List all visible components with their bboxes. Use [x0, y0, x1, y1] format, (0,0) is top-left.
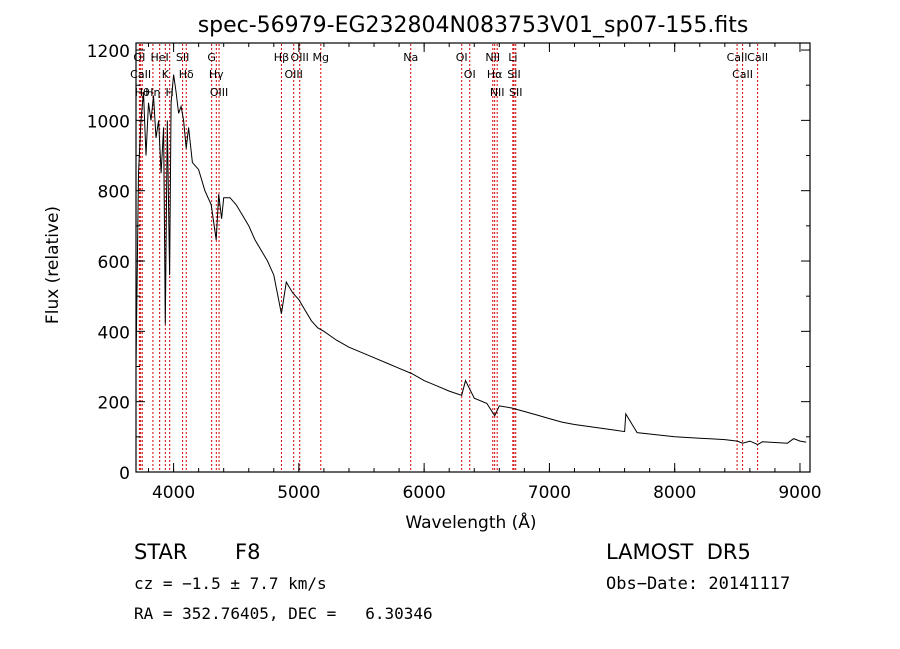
x-tick-label: 6000	[403, 483, 446, 503]
y-tick-label: 0	[119, 464, 130, 484]
line-marker-label: CaII	[130, 68, 151, 81]
line-marker-label: Na	[403, 51, 418, 64]
redshift-cz: cz = −1.5 ± 7.7 km/s	[134, 574, 327, 593]
chart-title: spec-56979-EG232804N083753V01_sp07-155.f…	[198, 13, 749, 38]
y-tick-label: 400	[98, 323, 130, 343]
line-marker-label: CaII	[747, 51, 768, 64]
x-tick-label: 9000	[778, 483, 821, 503]
y-axis-label: Flux (relative)	[43, 206, 63, 324]
line-marker-label: Hη	[145, 86, 160, 99]
object-class: STAR	[134, 540, 188, 564]
y-tick-label: 800	[98, 183, 130, 203]
line-marker-label: SII	[507, 68, 520, 81]
line-marker-label: SII	[509, 86, 522, 99]
line-marker-label: Hα	[487, 68, 503, 81]
y-axis-ticks: 0 200 400 600 800 1000 1200	[87, 42, 810, 484]
y-tick-label: 1200	[87, 42, 130, 62]
x-tick-label: 8000	[653, 483, 696, 503]
line-marker-label: G	[207, 51, 216, 64]
line-marker-label: OI	[133, 51, 145, 64]
line-marker-label: CaII	[727, 51, 748, 64]
line-marker-label: Hθ	[135, 86, 150, 99]
x-axis-ticks: 4000 5000 6000 7000 8000 9000	[148, 43, 822, 503]
x-tick-label: 7000	[528, 483, 571, 503]
line-marker-label: Hγ	[209, 68, 224, 81]
line-marker-label: H	[166, 86, 174, 99]
line-marker-label: Li	[508, 51, 517, 64]
line-marker-label: Hβ	[274, 51, 289, 64]
line-marker-label: HeI	[151, 51, 169, 64]
object-subclass: F8	[235, 540, 261, 564]
line-marker-label: OIII	[210, 86, 228, 99]
y-tick-label: 600	[98, 253, 130, 273]
spectrum-line	[135, 74, 807, 446]
x-tick-label: 5000	[277, 483, 320, 503]
coordinates: RA = 352.76405, DEC = 6.30346	[134, 604, 433, 623]
plot-frame	[135, 42, 811, 473]
line-marker-label: SII	[176, 51, 189, 64]
survey-name: LAMOST DR5	[606, 540, 751, 564]
x-axis-label: Wavelength (Å)	[405, 511, 536, 533]
y-tick-label: 200	[98, 394, 130, 414]
line-marker-label: OIII	[285, 68, 303, 81]
line-marker-label: NII	[490, 86, 505, 99]
line-marker-label: NII	[485, 51, 500, 64]
line-marker-label: OI	[464, 68, 476, 81]
line-markers	[138, 44, 759, 471]
line-marker-label: Mg	[313, 51, 329, 64]
line-marker-label: K	[162, 68, 170, 81]
x-tick-label: 4000	[152, 483, 195, 503]
line-marker-label: OI	[456, 51, 468, 64]
line-marker-label: OIII	[291, 51, 309, 64]
y-tick-label: 1000	[87, 112, 130, 132]
line-marker-label: CaII	[732, 68, 753, 81]
observation-date: Obs−Date: 20141117	[606, 574, 791, 594]
line-marker-label: Hδ	[179, 68, 194, 81]
